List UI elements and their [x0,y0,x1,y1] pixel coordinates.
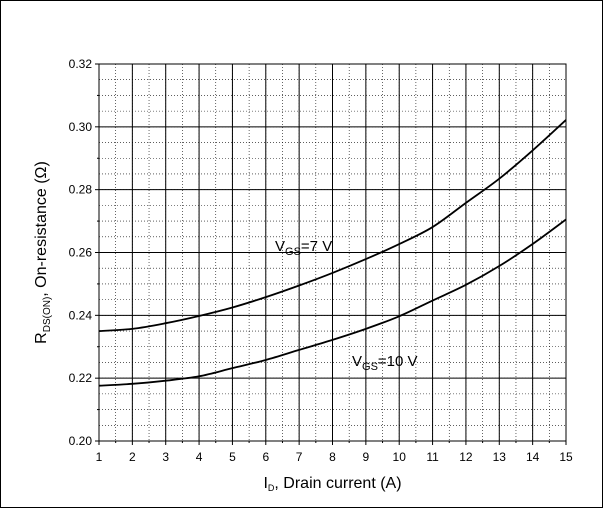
y-tick-label: 0.26 [69,246,93,260]
series-label-vgs-7v: VGS=7 V [275,238,332,258]
x-tick-label: 10 [393,450,407,464]
series-line-0 [98,119,567,332]
axis-ticks [95,63,567,445]
x-tick-label: 13 [493,450,507,464]
grid [98,63,567,442]
x-tick-label: 5 [229,450,236,464]
x-tick-label: 2 [129,450,136,464]
y-tick-label: 0.30 [69,120,93,134]
x-tick-label: 11 [426,450,439,464]
y-axis-label: RDS(ON), On-resistance (Ω) [33,161,53,344]
y-tick-label: 0.24 [69,308,93,322]
y-tick-labels: 0.20 0.22 0.24 0.26 0.28 0.30 0.32 [69,57,93,448]
x-tick-labels: 1 2 3 4 5 6 7 8 9 10 11 12 13 14 15 [96,450,573,464]
x-tick-label: 15 [559,450,573,464]
x-tick-label: 14 [526,450,540,464]
y-tick-label: 0.22 [69,371,93,385]
y-tick-label: 0.20 [69,434,93,448]
y-tick-label: 0.28 [69,183,93,197]
x-tick-label: 7 [296,450,303,464]
x-tick-label: 9 [363,450,370,464]
x-axis-label: ID, Drain current (A) [263,475,401,493]
x-tick-label: 12 [459,450,473,464]
x-tick-label: 3 [162,450,169,464]
y-tick-label: 0.32 [69,57,93,71]
x-tick-label: 1 [96,450,103,464]
x-tick-label: 4 [196,450,203,464]
series-line-1 [98,218,567,387]
x-tick-label: 6 [262,450,269,464]
series-lines [98,119,567,387]
x-tick-label: 8 [329,450,336,464]
series-label-vgs-10v: VGS=10 V [352,353,418,373]
